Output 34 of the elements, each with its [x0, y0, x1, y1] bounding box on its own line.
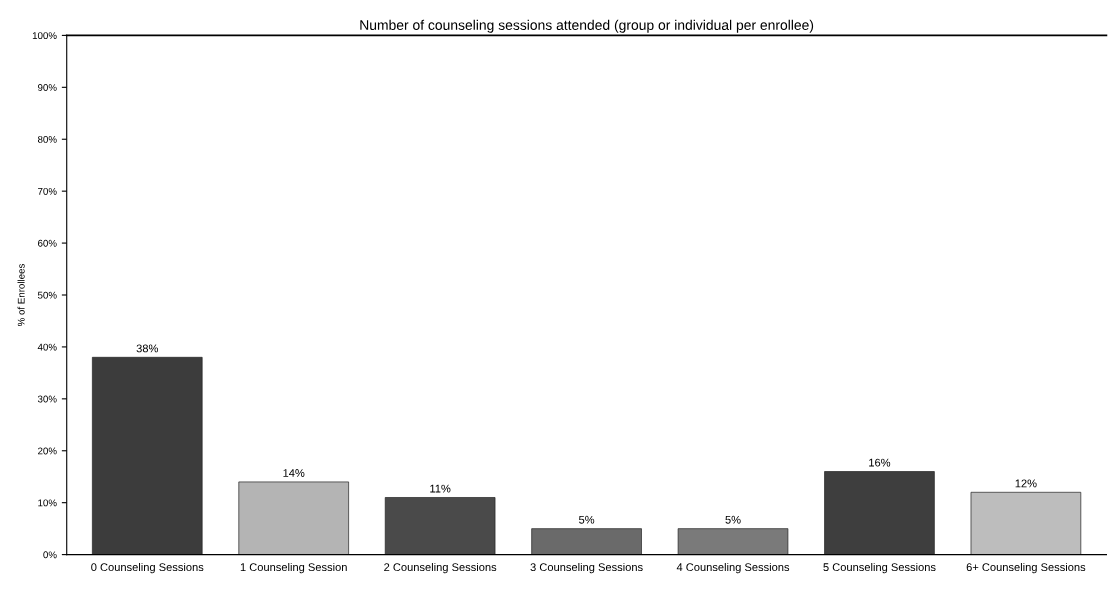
data-label: 14%: [283, 469, 305, 477]
bar: [677, 528, 789, 555]
y-tick-label: 0%: [43, 551, 57, 559]
data-label: 5%: [578, 515, 595, 524]
x-tick-label: 4 Counseling Sessions: [676, 562, 790, 574]
x-tick-label: 6+ Counseling Sessions: [966, 562, 1086, 574]
x-tick-label: 2 Counseling Sessions: [384, 562, 497, 574]
y-tick-label: 30%: [37, 395, 57, 403]
y-axis-title: % of Enrollees: [17, 264, 25, 326]
y-tick-label: 90%: [38, 84, 57, 91]
bar: [970, 491, 1082, 555]
x-tick-label: 1 Counseling Session: [240, 562, 347, 574]
data-label: 38%: [136, 344, 158, 353]
y-tick-label: 20%: [38, 447, 57, 455]
y-tick-label: 50%: [37, 291, 57, 299]
data-label: 5%: [725, 515, 741, 524]
bar: [824, 471, 935, 555]
bar: [92, 356, 203, 555]
y-tick-label: 40%: [37, 343, 57, 351]
x-tick-label: 5 Counseling Sessions: [823, 562, 936, 574]
x-tick-label: 0 Counseling Sessions: [91, 562, 204, 574]
data-label: 11%: [430, 484, 451, 493]
y-tick-label: 70%: [38, 187, 57, 195]
y-tick-label: 80%: [37, 135, 57, 143]
y-tick-label: 10%: [38, 499, 57, 507]
y-tick-label: 100%: [32, 32, 57, 40]
bar: [238, 481, 349, 555]
bar: [384, 497, 496, 555]
chart-title: Number of counseling sessions attended (group or individual per enrollee): [360, 19, 814, 33]
y-tick-label: 60%: [38, 239, 57, 247]
x-tick-label: 3 Counseling Sessions: [530, 562, 643, 574]
data-label: 12%: [1015, 479, 1037, 488]
bar: [531, 528, 642, 555]
data-label: 16%: [869, 458, 891, 467]
